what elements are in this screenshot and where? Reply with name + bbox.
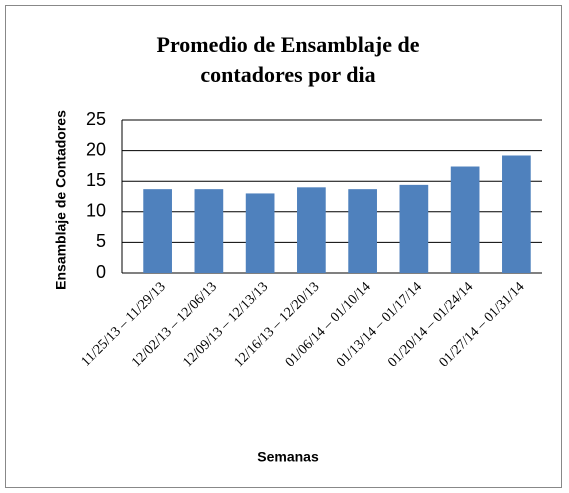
- bar: [502, 155, 531, 273]
- bar: [194, 189, 224, 273]
- bar: [450, 166, 480, 273]
- y-tick-label: 20: [86, 139, 106, 159]
- bar: [297, 187, 326, 273]
- chart-title: Promedio de Ensamblaje de contadores por…: [156, 32, 420, 87]
- y-tick-label: 10: [86, 201, 106, 221]
- x-axis-label: Semanas: [257, 449, 319, 465]
- y-tick-label: 0: [96, 262, 106, 282]
- bar: [245, 193, 275, 273]
- bar: [143, 189, 172, 273]
- y-tick-label: 25: [86, 109, 106, 129]
- y-tick-label: 5: [96, 231, 106, 251]
- bar: [348, 189, 377, 273]
- y-axis-label: Ensamblaje de Contadores: [53, 110, 69, 290]
- bar: [399, 184, 429, 273]
- y-tick-label: 15: [86, 170, 106, 190]
